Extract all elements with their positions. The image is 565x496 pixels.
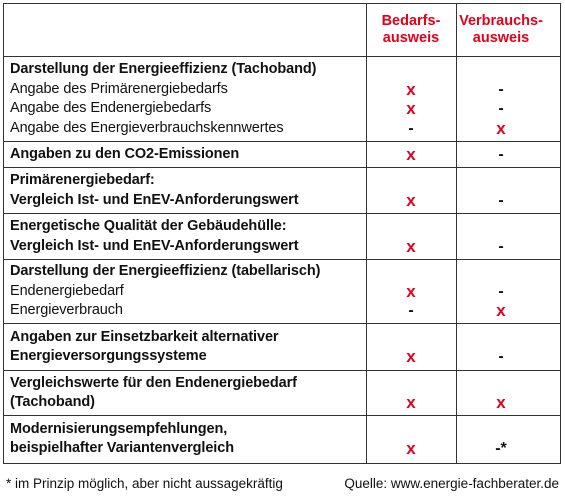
row-label: Vergleichswerte für den Endenergiebedarf (10, 374, 297, 391)
mark-verbrauch: - (498, 237, 504, 255)
row-label: Darstellung der Energieeffizienz (tabell… (10, 263, 321, 280)
column-header-line: ausweis (382, 30, 440, 46)
table-row: Angaben zur Einsetzbarkeit alternativer E… (4, 323, 560, 370)
row-label: Angaben zu den CO2-Emissionen (10, 145, 240, 162)
mark-bedarf: x (406, 236, 416, 256)
table-row: Darstellung der Energieeffizienz (tabell… (4, 259, 560, 323)
mark-bedarf: x (406, 281, 416, 301)
source: Quelle: www.energie-fachberater.de (344, 476, 559, 491)
table-row: Modernisierungsempfehlungen, beispielhaft… (4, 415, 560, 462)
row-label: Endenergiebedarf (10, 282, 124, 299)
row-line: Angabe des Energieverbrauchskennwertes - x (4, 119, 560, 139)
mark-verbrauch: - (498, 145, 504, 163)
table-row: Darstellung der Energieeffizienz (Tachob… (4, 56, 560, 141)
mark-verbrauch: - (498, 191, 504, 209)
table-row: Angaben zu den CO2-Emissionen x - (4, 141, 560, 167)
row-label: Energetische Qualität der Gebäudehülle: (10, 218, 287, 234)
row-line: Angaben zur Einsetzbarkeit alternativer (4, 328, 560, 348)
row-line: Energieversorgungssysteme x - (4, 347, 560, 367)
row-line: Energieverbrauch - x (4, 301, 560, 321)
mark-verbrauch: - (498, 80, 504, 98)
row-label: Energieversorgungssysteme (10, 348, 207, 364)
comparison-table: Bedarfs-ausweis Verbrauchs-ausweis Darstel… (3, 3, 561, 464)
row-line: Angabe des Primärenergiebedarfs x - (4, 80, 560, 100)
table-row: Primärenergiebedarf: Vergleich Ist- und E… (4, 167, 560, 213)
row-label: beispielhafter Variantenvergleich (10, 440, 234, 456)
row-line: Energetische Qualität der Gebäudehülle: (4, 217, 560, 237)
mark-bedarf: - (408, 302, 414, 320)
column-header: Verbrauchs-ausweis (456, 13, 546, 47)
row-line: Angaben zu den CO2-Emissionen x - (4, 145, 560, 165)
row-line: Angabe des Endenergiebedarfs x - (4, 99, 560, 119)
footnote: * im Prinzip möglich, aber nicht aussage… (6, 476, 283, 491)
column-divider (456, 4, 457, 463)
row-line: Primärenergiebedarf: (4, 171, 560, 191)
mark-bedarf: x (406, 393, 416, 412)
table-row: Energetische Qualität der Gebäudehülle: V… (4, 213, 560, 259)
row-label: Darstellung der Energieeffizienz (Tachob… (10, 61, 317, 77)
mark-bedarf: x (406, 439, 416, 458)
row-line: beispielhafter Variantenvergleich x -* (4, 439, 560, 459)
header-row: Bedarfs-ausweis Verbrauchs-ausweis (4, 4, 560, 56)
row-line: Vergleich Ist- und EnEV-Anforderungswert… (4, 237, 560, 257)
table-row: Vergleichswerte für den Endenergiebedarf… (4, 370, 560, 415)
row-label: Angabe des Endenergiebedarfs (10, 100, 212, 116)
row-line: (Tachoband) x x (4, 393, 560, 413)
mark-verbrauch: - (498, 348, 504, 365)
column-header-line: ausweis (472, 30, 530, 46)
row-label: Vergleich Ist- und EnEV-Anforderungswert (10, 191, 299, 208)
row-line: Darstellung der Energieeffizienz (tabell… (4, 262, 560, 282)
row-label: Modernisierungsempfehlungen, (10, 420, 228, 437)
mark-bedarf: - (408, 119, 414, 137)
row-line: Vergleichswerte für den Endenergiebedarf (4, 374, 560, 394)
mark-bedarf: x (406, 79, 416, 99)
row-line: Modernisierungsempfehlungen, (4, 420, 560, 440)
row-label: Angaben zur Einsetzbarkeit alternativer (10, 328, 279, 345)
mark-verbrauch: - (498, 282, 504, 300)
row-line: Vergleich Ist- und EnEV-Anforderungswert… (4, 191, 560, 211)
mark-verbrauch: x (496, 393, 506, 412)
column-divider (366, 4, 367, 463)
column-header: Bedarfs-ausweis (366, 13, 456, 47)
row-label: Vergleich Ist- und EnEV-Anforderungswert (10, 237, 299, 254)
row-line: Darstellung der Energieeffizienz (Tachob… (4, 60, 560, 80)
row-label: Angabe des Primärenergiebedarfs (10, 80, 228, 97)
row-label: Angabe des Energieverbrauchskennwertes (10, 119, 284, 136)
mark-verbrauch: -* (495, 440, 507, 457)
row-label: Primärenergiebedarf: (10, 172, 155, 188)
mark-bedarf: x (406, 99, 416, 118)
mark-verbrauch: - (498, 100, 504, 117)
column-header-line: Bedarfs- (381, 13, 441, 29)
mark-bedarf: x (406, 347, 416, 366)
row-line: Endenergiebedarf x - (4, 282, 560, 302)
mark-verbrauch: x (496, 118, 506, 138)
row-label: Energieverbrauch (10, 302, 123, 319)
mark-verbrauch: x (496, 301, 506, 321)
mark-bedarf: x (406, 190, 416, 210)
mark-bedarf: x (406, 144, 416, 164)
column-header-line: Verbrauchs- (459, 13, 543, 29)
row-label: (Tachoband) (10, 394, 95, 410)
